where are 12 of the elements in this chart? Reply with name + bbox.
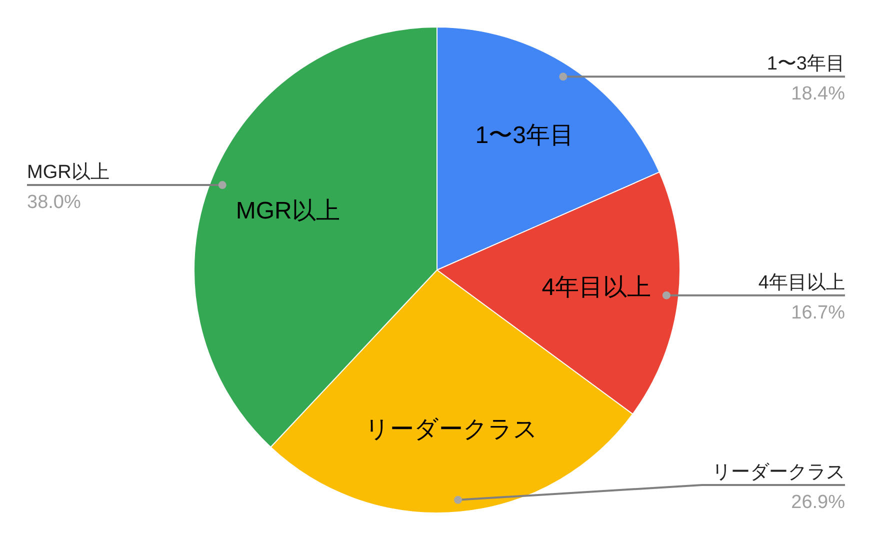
slice-label: 1〜3年目 bbox=[475, 122, 574, 150]
slice-label: 1〜3年目 bbox=[766, 54, 845, 75]
slice-label: リーダークラス bbox=[712, 462, 845, 483]
slice-label: 4年目以上 bbox=[542, 274, 652, 302]
data-label: 38.0% bbox=[27, 192, 81, 214]
data-label: 16.7% bbox=[791, 302, 846, 324]
slice-label: 4年目以上 bbox=[758, 272, 845, 294]
data-label: 26.9% bbox=[791, 492, 846, 513]
slice-label: MGR以上 bbox=[236, 197, 340, 224]
slice-label: MGR以上 bbox=[27, 162, 110, 184]
data-label: 18.4% bbox=[791, 84, 846, 105]
slice-label: リーダークラス bbox=[365, 416, 538, 444]
